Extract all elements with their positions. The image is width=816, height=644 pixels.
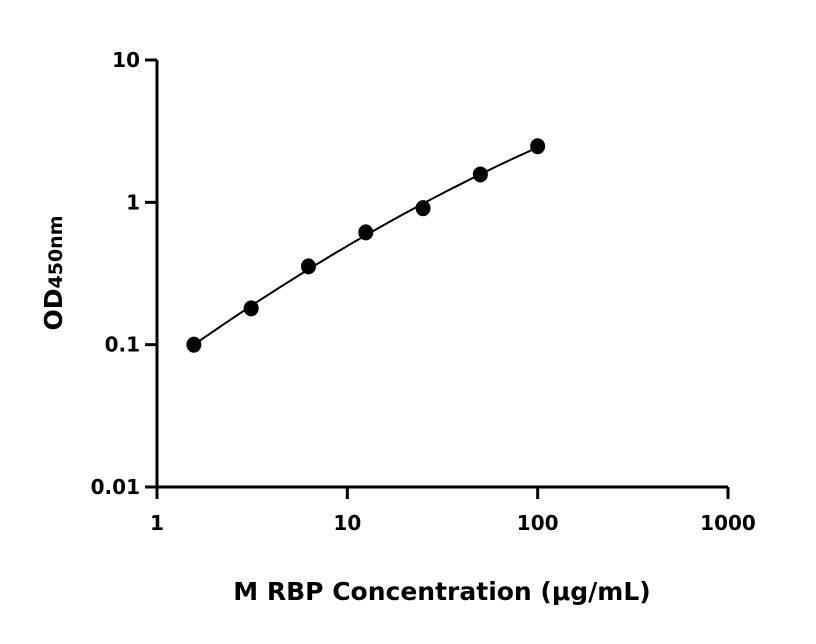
y-tick-label: 0.1: [105, 333, 140, 357]
tick-labels: 1 10 100 1000 0.01 0.1 1 10: [91, 48, 756, 535]
axes: [145, 58, 730, 499]
y-axis-title-main: OD: [39, 288, 68, 330]
data-point: [415, 200, 431, 217]
y-tick-label: 10: [112, 48, 140, 72]
x-axis-title: M RBP Concentration (μg/mL): [233, 577, 650, 606]
x-tick-label: 10: [333, 511, 361, 535]
x-tick-label: 1: [150, 511, 164, 535]
x-tick-label: 100: [517, 511, 559, 535]
data-point: [530, 138, 546, 155]
data-point: [472, 166, 488, 183]
data-point: [358, 224, 374, 241]
data-point: [300, 258, 316, 275]
y-tick-label: 1: [126, 190, 140, 214]
data-point: [186, 336, 202, 353]
data-point: [243, 300, 259, 317]
x-tick-label: 1000: [700, 511, 756, 535]
y-axis-title-subscript: 450nm: [45, 215, 67, 288]
data-points: [186, 138, 546, 353]
y-axis-title: OD450nm: [39, 215, 68, 330]
y-tick-label: 0.01: [91, 475, 140, 499]
